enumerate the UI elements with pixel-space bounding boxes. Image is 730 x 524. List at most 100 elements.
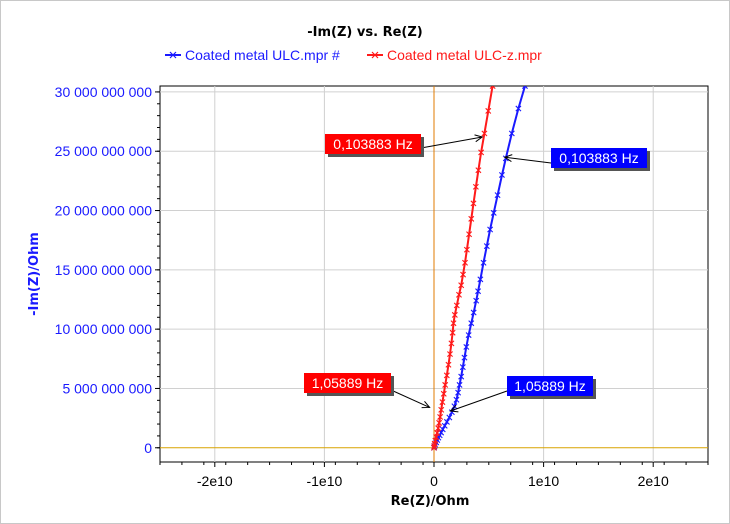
annotation-arrowhead bbox=[421, 400, 431, 409]
annotation-label: 0,103883 Hz bbox=[333, 136, 412, 152]
data-point-marker bbox=[434, 429, 441, 436]
annotation-arrow bbox=[504, 156, 552, 164]
legend-entry: Coated metal ULC.mpr # bbox=[165, 47, 340, 63]
annotation-arrowhead bbox=[449, 404, 459, 413]
data-point-marker bbox=[473, 297, 480, 304]
chart-title: -Im(Z) vs. Re(Z) bbox=[307, 25, 422, 40]
data-point-marker bbox=[440, 390, 447, 397]
data-point-marker bbox=[485, 107, 492, 114]
annotation-layer: 0,103883 Hz 0,103883 Hz 1,05889 Hz 1,05889 … bbox=[304, 134, 650, 413]
data-point-marker bbox=[453, 396, 460, 403]
x-tick-label: -1e10 bbox=[306, 473, 342, 489]
x-tick-label: -2e10 bbox=[197, 473, 233, 489]
data-point-marker bbox=[481, 130, 488, 137]
data-point-marker bbox=[451, 403, 458, 410]
annotation-callout: 0,103883 Hz bbox=[325, 134, 484, 157]
data-point-marker bbox=[456, 381, 463, 388]
data-point-marker bbox=[521, 86, 528, 89]
data-point-marker bbox=[448, 409, 455, 416]
data-point-marker bbox=[443, 372, 450, 379]
legend-swatch-marker bbox=[371, 51, 379, 59]
data-point-marker bbox=[466, 231, 473, 238]
data-point-marker bbox=[487, 226, 494, 233]
data-point-marker bbox=[477, 276, 484, 283]
annotation-arrow bbox=[450, 390, 508, 412]
series-layer bbox=[431, 86, 528, 451]
data-point-marker bbox=[490, 209, 497, 216]
data-point-marker bbox=[475, 288, 482, 295]
annotation-arrowhead bbox=[474, 134, 484, 143]
y-tick-label: 20 000 000 000 bbox=[55, 203, 153, 219]
data-point-marker bbox=[472, 183, 479, 190]
data-point-marker bbox=[451, 311, 458, 318]
x-tick-label: 0 bbox=[430, 473, 438, 489]
data-point-marker bbox=[480, 259, 487, 266]
data-point-marker bbox=[448, 340, 455, 347]
data-point-marker bbox=[459, 364, 466, 371]
data-point-marker bbox=[470, 309, 477, 316]
data-point-marker bbox=[489, 86, 496, 89]
data-point-marker bbox=[455, 389, 462, 396]
annotation-arrow bbox=[390, 389, 430, 408]
data-point-marker bbox=[475, 167, 482, 174]
data-point-marker bbox=[460, 271, 467, 278]
data-point-marker bbox=[435, 425, 442, 432]
data-point-marker bbox=[478, 149, 485, 156]
annotation-arrowhead bbox=[503, 154, 513, 162]
data-point-marker bbox=[515, 105, 522, 112]
data-point-marker bbox=[442, 381, 449, 388]
y-tick-label: 10 000 000 000 bbox=[55, 321, 153, 337]
annotation-box bbox=[304, 373, 391, 393]
x-tick-label: 2e10 bbox=[638, 473, 669, 489]
annotation-box bbox=[507, 376, 593, 396]
x-axis-title: Re(Z)/Ohm bbox=[391, 494, 470, 509]
data-point-marker bbox=[458, 282, 465, 289]
data-point-marker bbox=[468, 320, 475, 327]
x-axis-ticks: -2e10 -1e10 0 1e10 2e10 bbox=[159, 462, 709, 489]
data-point-marker bbox=[437, 413, 444, 420]
annotation-callout: 1,05889 Hz bbox=[304, 373, 431, 409]
data-point-marker bbox=[439, 399, 446, 406]
data-point-marker bbox=[436, 419, 443, 426]
data-point-marker bbox=[494, 192, 501, 199]
data-point-marker bbox=[498, 171, 505, 178]
data-point-marker bbox=[468, 215, 475, 222]
annotation-box bbox=[325, 134, 421, 154]
data-point-marker bbox=[443, 418, 450, 425]
data-point-marker bbox=[483, 243, 490, 250]
data-point-marker bbox=[438, 406, 445, 413]
data-point-marker bbox=[432, 437, 439, 444]
data-point-marker bbox=[458, 373, 465, 380]
y-tick-label: 5 000 000 000 bbox=[62, 380, 152, 396]
series-coated-metal-ulc-z bbox=[431, 86, 496, 451]
annotation-arrow bbox=[420, 136, 483, 149]
data-point-marker bbox=[453, 302, 460, 309]
data-point-marker bbox=[463, 246, 470, 253]
data-point-marker bbox=[465, 332, 472, 339]
legend-swatch-marker bbox=[169, 51, 177, 59]
y-tick-label: 25 000 000 000 bbox=[55, 143, 153, 159]
y-tick-label: 15 000 000 000 bbox=[55, 262, 153, 278]
data-point-marker bbox=[461, 354, 468, 361]
data-point-marker bbox=[450, 320, 457, 327]
data-point-marker bbox=[462, 259, 469, 266]
data-point-marker bbox=[456, 291, 462, 298]
annotation-callout: 1,05889 Hz bbox=[449, 376, 596, 413]
y-axis-ticks: 0 5 000 000 000 10 000 000 000 15 000 000 0… bbox=[55, 84, 160, 456]
data-point-marker bbox=[446, 414, 453, 421]
data-point-marker bbox=[445, 361, 452, 368]
annotation-callout: 0,103883 Hz bbox=[503, 148, 650, 171]
annotation-label: 0,103883 Hz bbox=[559, 150, 638, 166]
legend-label: Coated metal ULC.mpr # bbox=[185, 47, 340, 63]
legend-entry: Coated metal ULC-z.mpr bbox=[367, 47, 542, 63]
data-point-marker bbox=[447, 351, 453, 358]
y-axis-title: -Im(Z)/Ohm bbox=[27, 232, 42, 316]
annotation-label: 1,05889 Hz bbox=[514, 378, 586, 394]
data-point-marker bbox=[470, 200, 477, 207]
y-tick-label: 0 bbox=[144, 440, 152, 456]
data-point-marker bbox=[439, 426, 446, 433]
data-point-marker bbox=[441, 422, 448, 429]
legend-label: Coated metal ULC-z.mpr bbox=[387, 47, 542, 63]
legend: Coated metal ULC.mpr # Coated metal ULC-z… bbox=[165, 47, 542, 63]
